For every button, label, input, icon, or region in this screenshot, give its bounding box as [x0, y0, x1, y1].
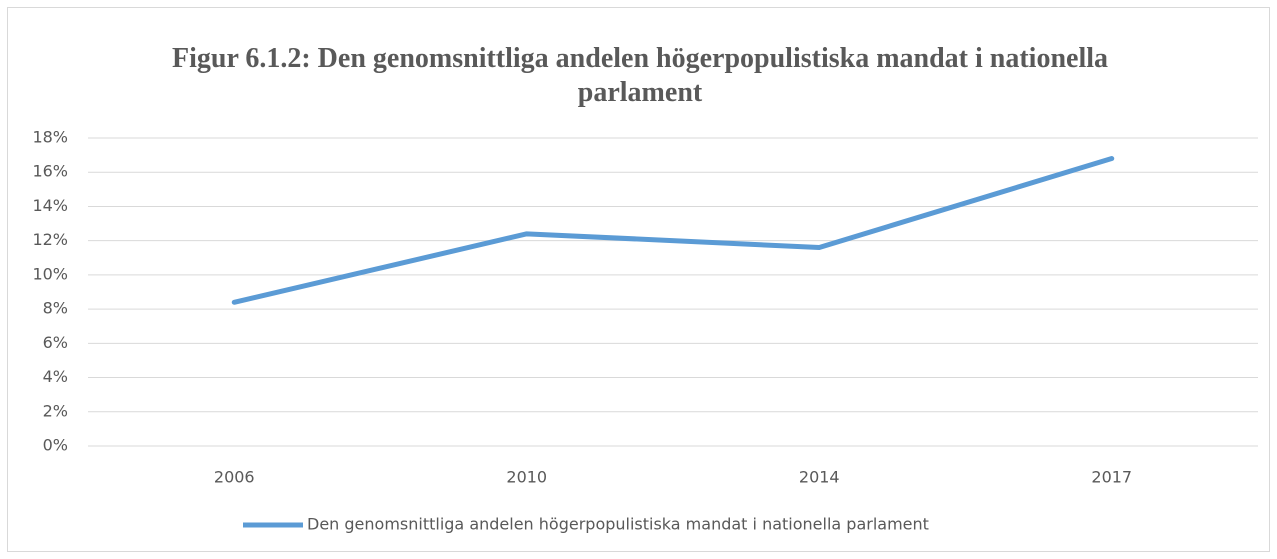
line — [231, 156, 1115, 305]
y-tick-label: 6% — [43, 333, 68, 352]
y-tick-label: 10% — [32, 264, 68, 283]
y-tick-label: 0% — [43, 436, 68, 455]
y-tick-label: 16% — [32, 162, 68, 181]
y-tick-label: 14% — [32, 196, 68, 215]
x-tick-label: 2006 — [214, 468, 255, 487]
chart-border — [7, 7, 1270, 552]
x-tick-label: 2017 — [1091, 468, 1132, 487]
y-tick-label: 12% — [32, 230, 68, 249]
x-tick-label: 2010 — [506, 468, 547, 487]
y-tick-label: 4% — [43, 367, 68, 386]
y-tick-label: 18% — [32, 128, 68, 147]
y-tick-label: 8% — [43, 299, 68, 318]
x-tick-label: 2014 — [799, 468, 840, 487]
chart-title: Figur 6.1.2: Den genomsnittliga andelen … — [171, 43, 1109, 108]
legend-label: Den genomsnittliga andelen högerpopulist… — [307, 515, 929, 534]
y-tick-label: 2% — [43, 401, 68, 420]
